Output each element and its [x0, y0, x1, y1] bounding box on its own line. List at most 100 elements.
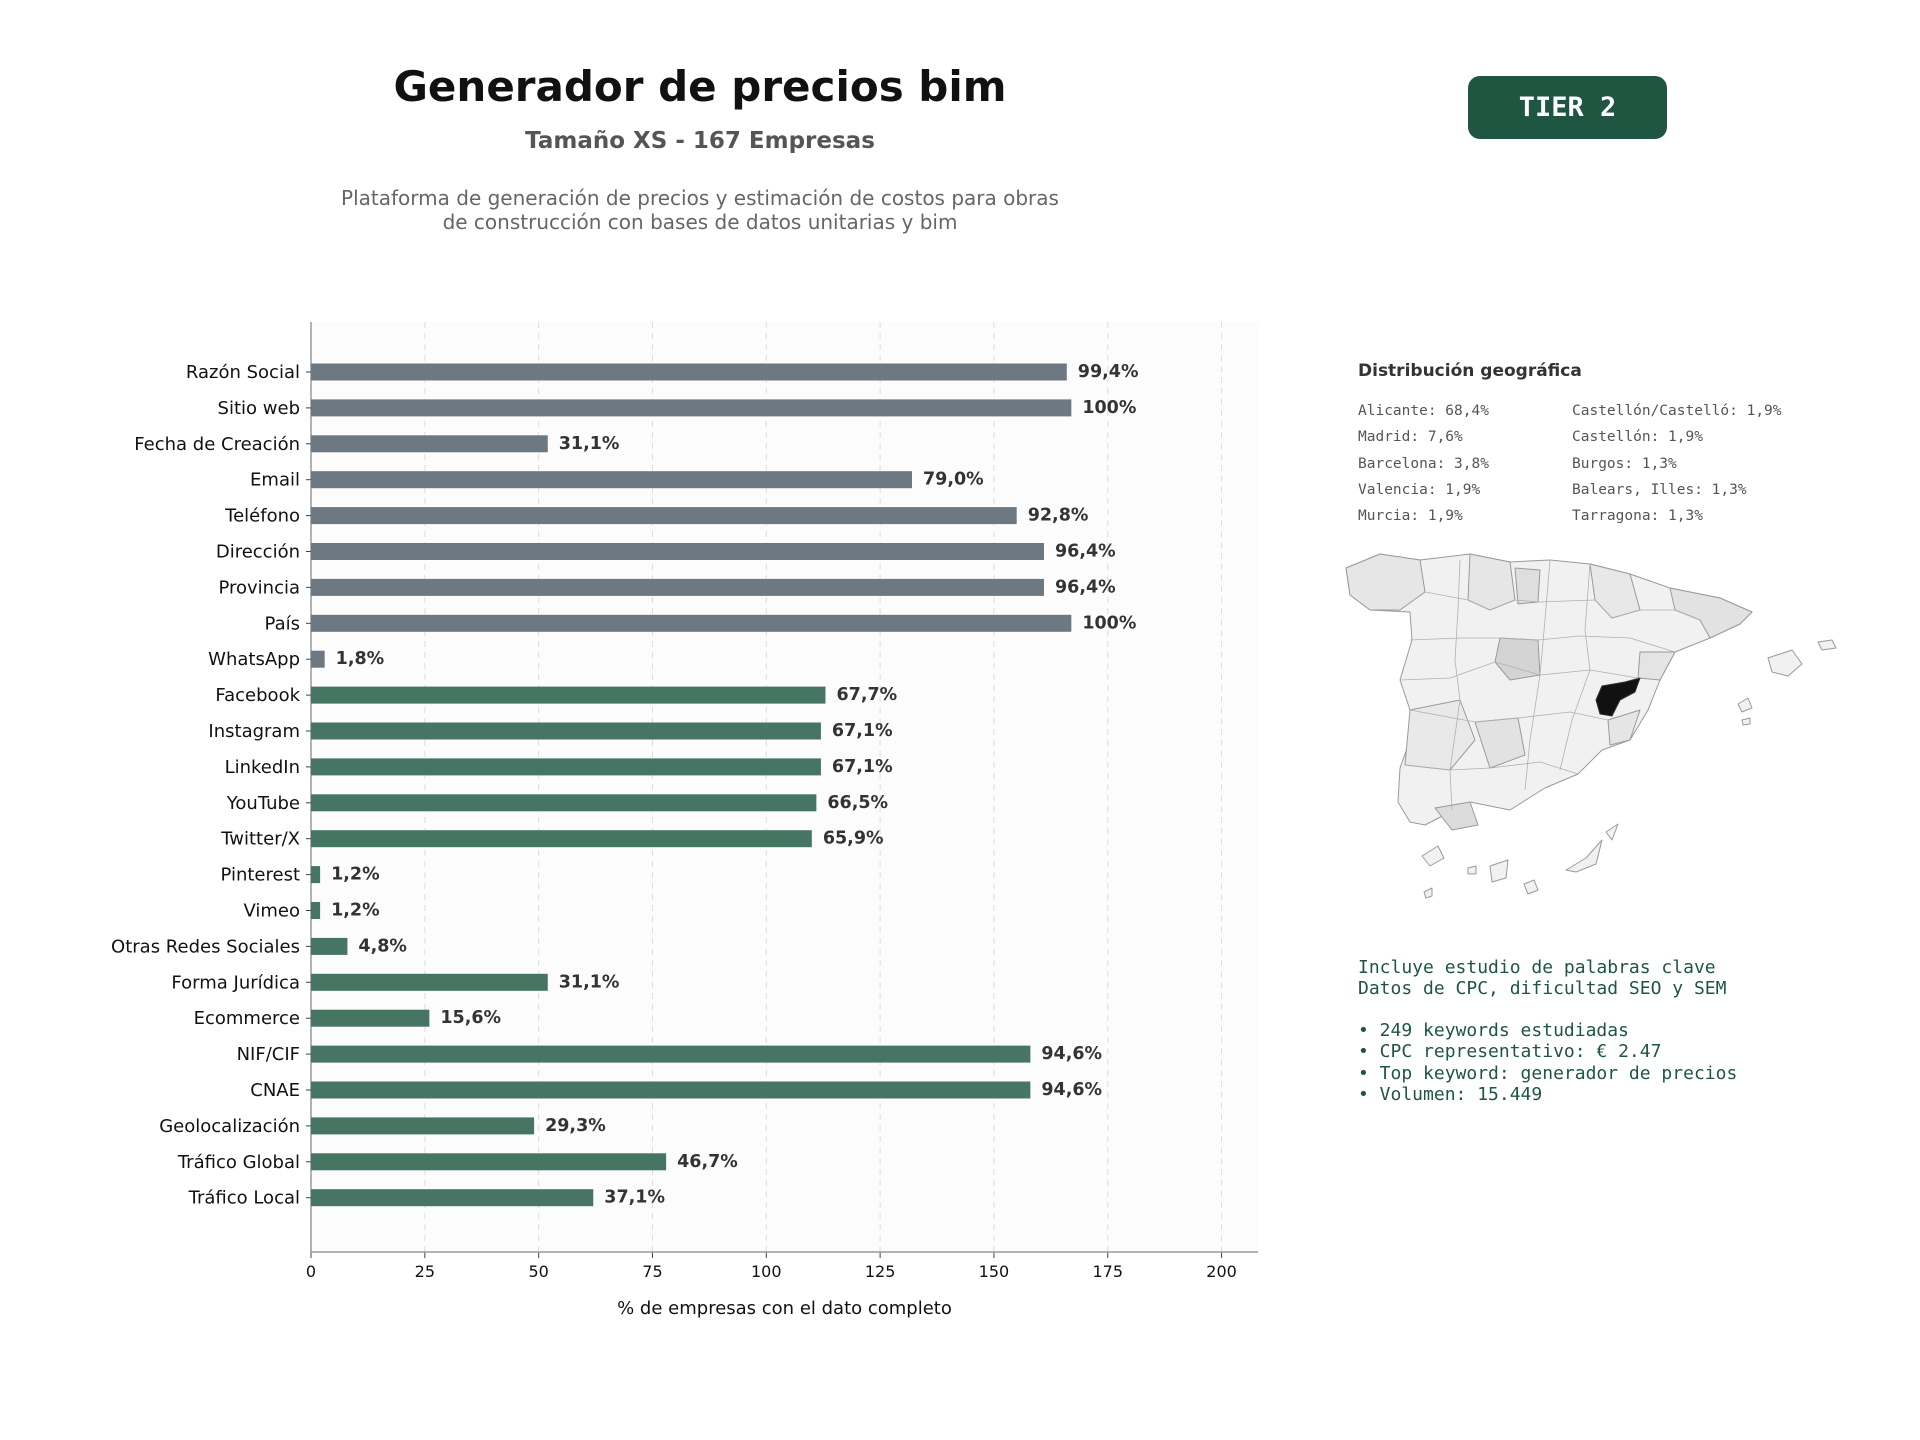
x-tick-label: 25: [415, 1262, 435, 1281]
map-region: [1467, 553, 1516, 611]
bar: [311, 830, 812, 848]
data-label: 46,7%: [677, 1152, 738, 1172]
description: Plataforma de generación de precios y es…: [0, 186, 1400, 234]
y-tick-label: Tráfico Local: [188, 1188, 300, 1209]
data-label: 96,4%: [1055, 577, 1116, 597]
y-tick-label: Ecommerce: [194, 1008, 300, 1029]
map-region: [1607, 709, 1641, 746]
data-label: 37,1%: [604, 1188, 665, 1208]
bar: [311, 866, 321, 884]
geo-title: Distribución geográfica: [1358, 361, 1582, 381]
bar: [311, 937, 348, 955]
map-balearics-ibiza: [1737, 697, 1753, 713]
data-label: 31,1%: [559, 434, 620, 454]
map-region-alicante: [1595, 677, 1641, 717]
x-tick-label: 150: [979, 1262, 1010, 1281]
map-region: [1345, 553, 1426, 611]
geo-item: Valencia: 1,9%: [1358, 481, 1481, 498]
data-label: 65,9%: [823, 829, 884, 849]
data-label: 79,0%: [923, 470, 984, 490]
plot-area: [311, 322, 1258, 1252]
y-tick-label: Instagram: [208, 721, 300, 742]
bar: [311, 973, 548, 991]
map-canary: [1489, 859, 1509, 883]
data-label: 29,3%: [545, 1116, 606, 1136]
y-tick-label: Dirección: [216, 542, 300, 563]
bar: [311, 578, 1045, 596]
bar: [311, 902, 321, 919]
keywords-bullet: • CPC representativo: € 2.47: [1358, 1041, 1662, 1063]
data-label: 92,8%: [1028, 506, 1089, 526]
geo-list-right: Castellón/Castelló: 1,9% Castellón: 1,9%…: [1572, 398, 1782, 529]
map-canary: [1467, 865, 1477, 875]
y-tick-label: Facebook: [215, 685, 300, 706]
geo-item: Balears, Illes: 1,3%: [1572, 481, 1747, 498]
bar: [311, 1009, 430, 1027]
geo-item: Castellón/Castelló: 1,9%: [1572, 403, 1782, 419]
data-label: 67,1%: [832, 757, 893, 777]
y-tick-label: Email: [250, 470, 300, 491]
page-title: Generador de precios bim: [393, 62, 1007, 111]
geo-item: Barcelona: 3,8%: [1358, 455, 1489, 472]
map-balearics-menorca: [1817, 639, 1837, 651]
map-canary: [1523, 879, 1539, 895]
keywords-panel: Incluye estudio de palabras clave Datos …: [1358, 957, 1737, 1105]
map-canary: [1605, 823, 1619, 841]
bar: [311, 1153, 667, 1171]
y-tick-label: Teléfono: [224, 506, 300, 527]
y-tick-label: Otras Redes Sociales: [111, 936, 300, 957]
bar: [311, 507, 1017, 525]
data-label: 99,4%: [1078, 362, 1139, 382]
map-balearics-formentera: [1741, 717, 1751, 726]
map-balearics-mallorca: [1767, 649, 1803, 677]
data-label: 1,2%: [331, 901, 380, 921]
data-label: 67,1%: [832, 721, 893, 741]
data-label: 4,8%: [358, 936, 407, 956]
bar: [311, 435, 548, 453]
y-tick-label: CNAE: [250, 1080, 300, 1101]
map-canary: [1421, 845, 1445, 867]
geo-item: Burgos: 1,3%: [1572, 455, 1677, 472]
keywords-bullet: • 249 keywords estudiadas: [1358, 1019, 1629, 1041]
map-canary: [1565, 839, 1603, 873]
geo-item: Tarragona: 1,3%: [1572, 508, 1703, 525]
data-label: 1,8%: [336, 649, 385, 669]
y-tick-label: Sitio web: [218, 398, 300, 419]
keywords-bullet: • Top keyword: generador de precios: [1358, 1062, 1738, 1084]
data-label: 94,6%: [1041, 1080, 1102, 1100]
bar-chart: 0 25 50 75 100 125 150 175 200 Razón Social 99,4% S…: [111, 322, 1258, 1319]
bar: [311, 399, 1072, 417]
data-label: 94,6%: [1041, 1044, 1102, 1064]
y-tick-label: WhatsApp: [208, 649, 300, 670]
bar: [311, 650, 325, 668]
y-tick-label: Razón Social: [186, 362, 300, 383]
bar: [311, 686, 826, 704]
geo-item: Castellón: 1,9%: [1572, 429, 1703, 446]
data-label: 100%: [1082, 613, 1136, 633]
bar: [311, 471, 912, 489]
y-tick-label: YouTube: [226, 793, 300, 814]
data-label: 66,5%: [827, 793, 888, 813]
y-tick-label: Provincia: [218, 577, 300, 598]
bar: [311, 363, 1067, 381]
x-axis-label: % de empresas con el dato completo: [617, 1298, 952, 1319]
bar: [311, 1189, 594, 1207]
x-tick-label: 50: [528, 1262, 548, 1281]
bar: [311, 1081, 1031, 1099]
y-tick-label: País: [265, 613, 300, 634]
y-tick-label: Tráfico Global: [177, 1152, 300, 1173]
map-region: [1434, 801, 1479, 831]
y-tick-label: Vimeo: [243, 901, 300, 922]
spain-map: [1345, 553, 1837, 899]
y-tick-label: NIF/CIF: [237, 1044, 300, 1065]
map-region: [1514, 567, 1541, 605]
description-line-2: de construcción con bases de datos unita…: [442, 210, 958, 234]
bar: [311, 614, 1072, 632]
geo-item: Murcia: 1,9%: [1358, 508, 1463, 525]
x-tick-label: 200: [1206, 1262, 1237, 1281]
data-label: 67,7%: [836, 685, 897, 705]
data-label: 15,6%: [440, 1008, 501, 1028]
data-label: 96,4%: [1055, 542, 1116, 562]
y-tick-label: Fecha de Creación: [134, 434, 300, 455]
data-label: 31,1%: [559, 972, 620, 992]
